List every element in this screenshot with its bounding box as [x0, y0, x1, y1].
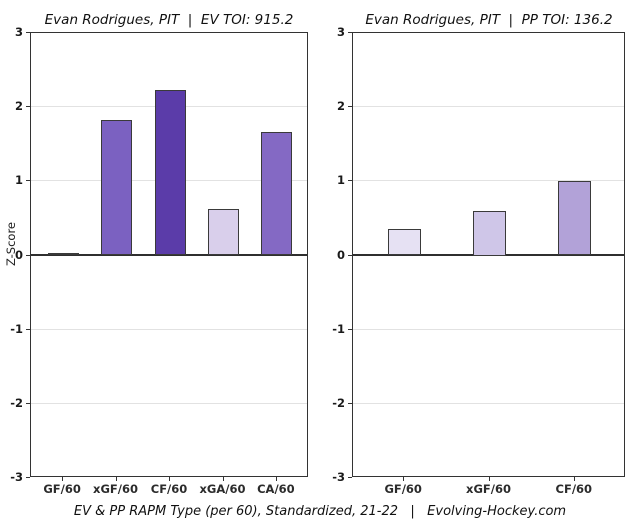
y-tick-label--1: -1: [332, 321, 345, 336]
gridline-y-1: [31, 328, 307, 330]
y-tick-label-1: 1: [14, 173, 23, 188]
gridline-y-2: [31, 402, 307, 404]
pp-chart-title: Evan Rodrigues, PIT | PP TOI: 136.2: [365, 12, 613, 28]
y-tick-label--3: -3: [332, 470, 345, 484]
x-tick: [403, 477, 405, 481]
plot-area-pp: [352, 32, 625, 477]
bar-ca60-ev: [261, 132, 293, 256]
y-tick: [348, 402, 352, 404]
y-tick: [348, 477, 352, 478]
y-tick: [26, 180, 30, 182]
y-tick: [348, 180, 352, 182]
y-tick-label-3: 3: [14, 25, 23, 39]
bar-gf60-pp: [387, 228, 421, 256]
y-tick: [26, 32, 30, 33]
y-tick: [26, 402, 30, 404]
x-tick-label-gf60: GF/60: [43, 482, 81, 496]
x-tick: [169, 477, 170, 481]
x-tick: [62, 477, 64, 481]
y-tick: [26, 254, 30, 256]
bar-xgf60-ev: [101, 119, 132, 256]
y-tick-label-0: 0: [336, 247, 345, 262]
ev-chart-title: Evan Rodrigues, PIT | EV TOI: 915.2: [44, 12, 294, 28]
bar-gf60-ev: [47, 253, 79, 256]
x-tick: [275, 477, 277, 481]
y-tick: [26, 328, 30, 330]
y-tick-label-2: 2: [336, 99, 345, 114]
y-tick-label-1: 1: [336, 173, 345, 188]
bar-xgf60-pp: [473, 211, 506, 256]
x-tick-label-xgf60: xGF/60: [466, 482, 511, 496]
y-tick: [348, 254, 352, 256]
x-tick-label-xga60: xGA/60: [199, 482, 246, 496]
x-tick-label-cf60: CF/60: [150, 482, 188, 496]
y-tick: [26, 477, 30, 478]
y-tick: [348, 106, 352, 108]
x-tick: [115, 477, 117, 481]
y-tick: [348, 328, 352, 330]
y-tick-label--1: -1: [10, 321, 23, 336]
y-tick-label-2: 2: [14, 99, 23, 114]
y-tick-label--2: -2: [332, 395, 345, 410]
x-tick-label-xgf60: xGF/60: [93, 482, 138, 496]
y-tick: [26, 106, 30, 108]
x-tick: [573, 477, 575, 481]
x-tick: [488, 477, 490, 481]
bar-cf60-ev: [154, 90, 186, 256]
gridline-y1: [353, 180, 624, 182]
y-tick-label--2: -2: [10, 395, 23, 410]
gridline-y2: [353, 106, 624, 108]
x-tick: [222, 477, 224, 481]
bar-xga60-ev: [208, 208, 239, 256]
y-tick: [348, 32, 352, 33]
x-tick-label-cf60: CF/60: [555, 482, 593, 496]
y-tick-label-3: 3: [336, 25, 345, 39]
gridline-y-2: [353, 402, 624, 404]
bar-cf60-pp: [558, 180, 592, 256]
y-tick-label--3: -3: [10, 470, 23, 484]
y-tick-label-0: 0: [14, 247, 23, 262]
gridline-y-1: [353, 328, 624, 330]
plot-area-ev: [30, 32, 308, 477]
figure-caption: EV & PP RAPM Type (per 60), Standardized…: [73, 504, 567, 519]
x-tick-label-ca60: CA/60: [257, 482, 295, 496]
x-tick-label-gf60: GF/60: [384, 482, 422, 496]
